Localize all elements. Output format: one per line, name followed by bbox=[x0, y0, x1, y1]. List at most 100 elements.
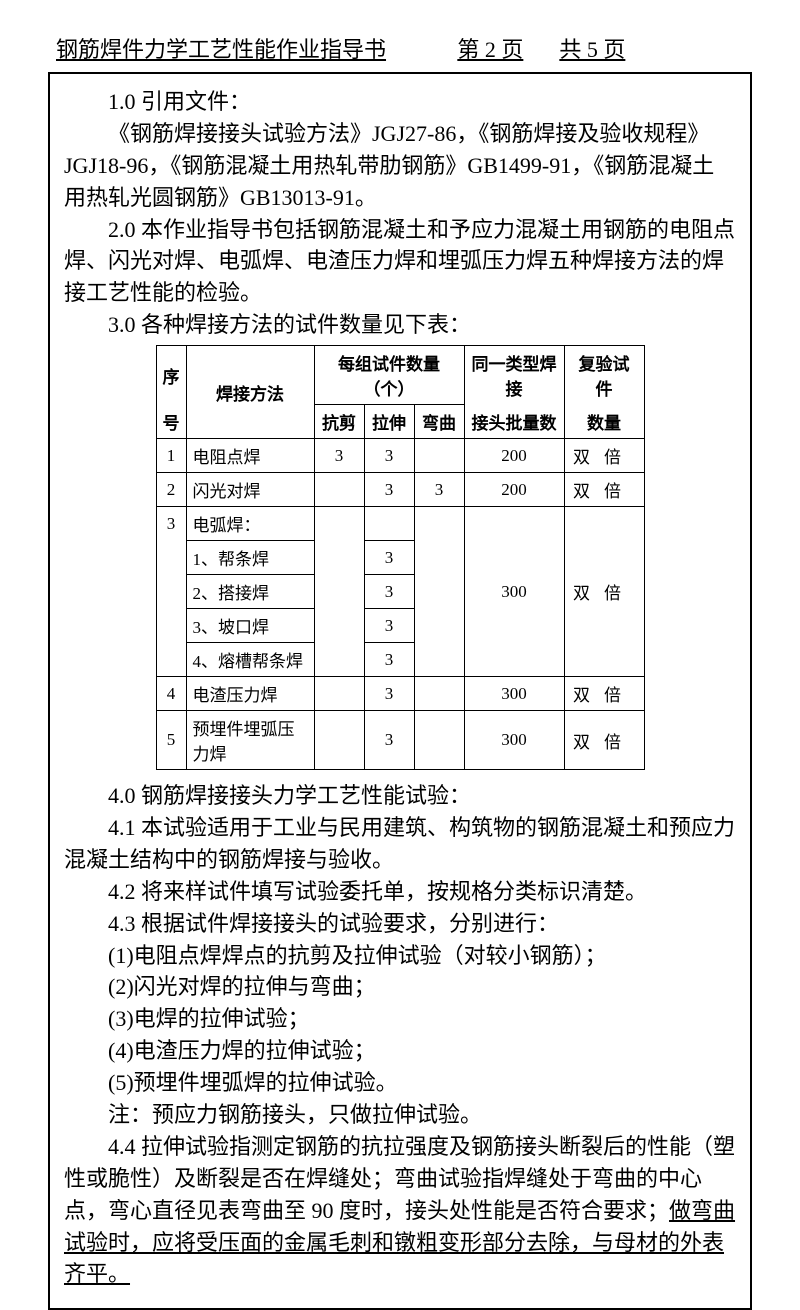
cell-bend bbox=[414, 439, 464, 473]
th-tensile: 拉伸 bbox=[364, 405, 414, 439]
th-retest-l1: 复验试件 bbox=[564, 346, 644, 405]
cell-seq bbox=[156, 541, 186, 575]
th-seq2: 号 bbox=[156, 405, 186, 439]
cell-batch bbox=[464, 643, 564, 677]
cell-seq bbox=[156, 609, 186, 643]
cell-bend bbox=[414, 507, 464, 541]
section-4-4: 4.4 拉伸试验指测定钢筋的抗拉强度及钢筋接头断裂后的性能（塑性或脆性）及断裂是… bbox=[64, 1131, 736, 1290]
table-row: 2 闪光对焊 3 3 200 双倍 bbox=[156, 473, 644, 507]
section-4-4-a: 4.4 拉伸试验指测定钢筋的抗拉强度及钢筋接头断裂后的性能（塑性或脆性）及断裂是… bbox=[64, 1134, 735, 1223]
cell-shear bbox=[314, 507, 364, 541]
section-2-0: 2.0 本作业指导书包括钢筋混凝土和予应力混凝土用钢筋的电阻点焊、闪光对焊、电弧… bbox=[64, 214, 736, 310]
section-4-3-3: (3)电焊的拉伸试验； bbox=[64, 1003, 736, 1035]
cell-method: 1、帮条焊 bbox=[186, 541, 314, 575]
cell-bend bbox=[414, 643, 464, 677]
cell-bend bbox=[414, 609, 464, 643]
section-1-0-body2: JGJ18-96，《钢筋混凝土用热轧带肋钢筋》GB1499-91，《钢筋混凝土用… bbox=[64, 150, 736, 214]
table-row: 4 电渣压力焊 3 300 双倍 bbox=[156, 677, 644, 711]
table-header-row-1: 序 焊接方法 每组试件数量（个） 同一类型焊接 复验试件 bbox=[156, 346, 644, 405]
table-row: 3、坡口焊 3 bbox=[156, 609, 644, 643]
th-bend: 弯曲 bbox=[414, 405, 464, 439]
cell-seq bbox=[156, 575, 186, 609]
section-4-3: 4.3 根据试件焊接接头的试验要求，分别进行： bbox=[64, 908, 736, 940]
section-4-3-4: (4)电渣压力焊的拉伸试验； bbox=[64, 1035, 736, 1067]
table-row: 4、熔槽帮条焊 3 bbox=[156, 643, 644, 677]
cell-batch bbox=[464, 541, 564, 575]
page-current: 第 2 页 bbox=[457, 32, 523, 64]
cell-batch bbox=[464, 609, 564, 643]
cell-seq: 4 bbox=[156, 677, 186, 711]
welding-methods-table: 序 焊接方法 每组试件数量（个） 同一类型焊接 复验试件 号 抗剪 拉伸 弯曲 … bbox=[156, 345, 645, 770]
th-retest-l2: 数量 bbox=[564, 405, 644, 439]
cell-tensile: 3 bbox=[364, 575, 414, 609]
cell-seq: 5 bbox=[156, 711, 186, 770]
cell-retest: 双倍 bbox=[564, 439, 644, 473]
cell-shear bbox=[314, 541, 364, 575]
cell-bend bbox=[414, 711, 464, 770]
cell-tensile bbox=[364, 507, 414, 541]
cell-bend bbox=[414, 677, 464, 711]
cell-shear bbox=[314, 609, 364, 643]
cell-shear bbox=[314, 575, 364, 609]
page-header: 钢筋焊件力学工艺性能作业指导书 第 2 页 共 5 页 bbox=[48, 32, 752, 64]
table-row: 1、帮条焊 3 bbox=[156, 541, 644, 575]
section-4-2: 4.2 将来样试件填写试验委托单，按规格分类标识清楚。 bbox=[64, 876, 736, 908]
cell-method: 电弧焊： bbox=[186, 507, 314, 541]
section-4-0: 4.0 钢筋焊接接头力学工艺性能试验： bbox=[64, 780, 736, 812]
content-box: 1.0 引用文件： 《钢筋焊接接头试验方法》JGJ27-86，《钢筋焊接及验收规… bbox=[48, 72, 752, 1310]
cell-retest: 双倍 bbox=[564, 677, 644, 711]
cell-retest bbox=[564, 541, 644, 575]
cell-method: 电渣压力焊 bbox=[186, 677, 314, 711]
th-batch-l1: 同一类型焊接 bbox=[464, 346, 564, 405]
cell-bend: 3 bbox=[414, 473, 464, 507]
header-page-info: 第 2 页 共 5 页 bbox=[457, 32, 744, 64]
cell-method: 4、熔槽帮条焊 bbox=[186, 643, 314, 677]
cell-seq: 3 bbox=[156, 507, 186, 541]
cell-method: 闪光对焊 bbox=[186, 473, 314, 507]
cell-batch: 200 bbox=[464, 473, 564, 507]
th-shear: 抗剪 bbox=[314, 405, 364, 439]
section-4-1: 4.1 本试验适用于工业与民用建筑、构筑物的钢筋混凝土和预应力混凝土结构中的钢筋… bbox=[64, 812, 736, 876]
cell-seq: 1 bbox=[156, 439, 186, 473]
header-title: 钢筋焊件力学工艺性能作业指导书 bbox=[56, 32, 457, 64]
cell-method: 预埋件埋弧压力焊 bbox=[186, 711, 314, 770]
cell-tensile: 3 bbox=[364, 677, 414, 711]
cell-seq bbox=[156, 643, 186, 677]
cell-retest: 双倍 bbox=[564, 473, 644, 507]
cell-tensile: 3 bbox=[364, 541, 414, 575]
cell-batch bbox=[464, 507, 564, 541]
cell-batch: 300 bbox=[464, 711, 564, 770]
section-4-3-note: 注：预应力钢筋接头，只做拉伸试验。 bbox=[64, 1099, 736, 1131]
page-total: 共 5 页 bbox=[559, 32, 625, 64]
cell-retest: 双倍 bbox=[564, 711, 644, 770]
section-3-0: 3.0 各种焊接方法的试件数量见下表： bbox=[64, 309, 736, 341]
section-1-0-body1: 《钢筋焊接接头试验方法》JGJ27-86，《钢筋焊接及验收规程》 bbox=[64, 118, 736, 150]
th-method: 焊接方法 bbox=[186, 346, 314, 439]
cell-method: 电阻点焊 bbox=[186, 439, 314, 473]
section-4-3-2: (2)闪光对焊的拉伸与弯曲； bbox=[64, 971, 736, 1003]
cell-batch: 300 bbox=[464, 677, 564, 711]
table-row: 1 电阻点焊 3 3 200 双倍 bbox=[156, 439, 644, 473]
th-batch-l2: 接头批量数 bbox=[464, 405, 564, 439]
cell-tensile: 3 bbox=[364, 609, 414, 643]
th-seq: 序 bbox=[156, 346, 186, 405]
cell-tensile: 3 bbox=[364, 643, 414, 677]
table-row: 5 预埋件埋弧压力焊 3 300 双倍 bbox=[156, 711, 644, 770]
section-1-0-title: 1.0 引用文件： bbox=[64, 86, 736, 118]
cell-method: 3、坡口焊 bbox=[186, 609, 314, 643]
section-4-3-5: (5)预埋件埋弧焊的拉伸试验。 bbox=[64, 1067, 736, 1099]
cell-retest bbox=[564, 507, 644, 541]
cell-retest: 双倍 bbox=[564, 575, 644, 609]
cell-method: 2、搭接焊 bbox=[186, 575, 314, 609]
cell-seq: 2 bbox=[156, 473, 186, 507]
cell-batch: 200 bbox=[464, 439, 564, 473]
cell-bend bbox=[414, 541, 464, 575]
cell-retest bbox=[564, 609, 644, 643]
table-row: 2、搭接焊 3 300 双倍 bbox=[156, 575, 644, 609]
cell-shear: 3 bbox=[314, 439, 364, 473]
th-group-qty: 每组试件数量（个） bbox=[314, 346, 464, 405]
cell-tensile: 3 bbox=[364, 711, 414, 770]
cell-tensile: 3 bbox=[364, 439, 414, 473]
cell-tensile: 3 bbox=[364, 473, 414, 507]
cell-shear bbox=[314, 473, 364, 507]
